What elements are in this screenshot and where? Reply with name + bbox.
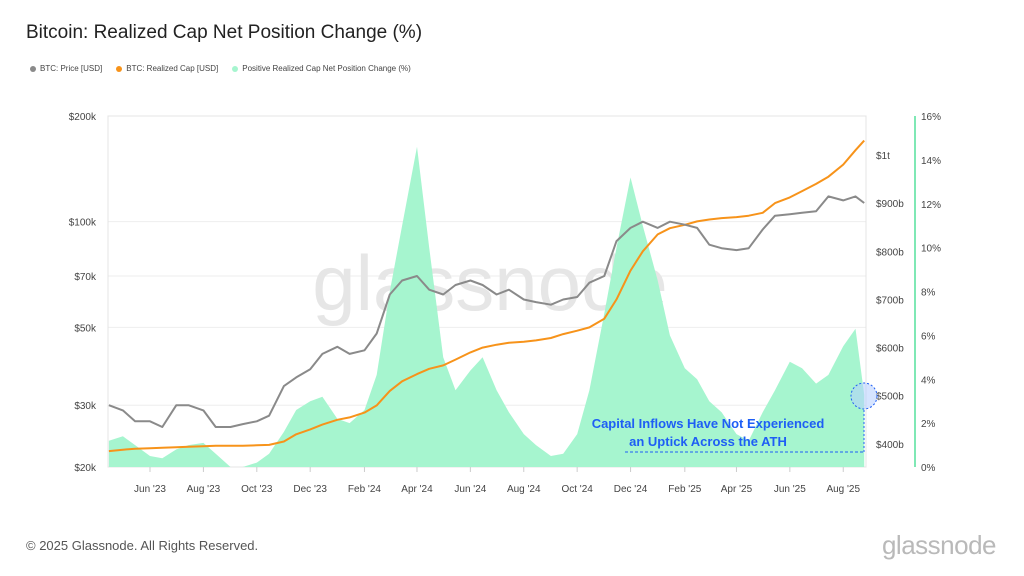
x-tick-label: Apr '24 bbox=[401, 484, 433, 495]
x-tick-label: Dec '24 bbox=[614, 484, 648, 495]
y-right-tick-label: 6% bbox=[921, 331, 936, 342]
y-right-tick-label: 4% bbox=[921, 375, 936, 386]
x-tick-label: Aug '23 bbox=[187, 484, 221, 495]
y-left-tick-label: $200k bbox=[69, 112, 97, 123]
pct-dot-icon bbox=[232, 65, 239, 72]
y-left-tick-label: $20k bbox=[74, 463, 97, 474]
realized-cap-line bbox=[108, 139, 865, 453]
x-tick-label: Feb '24 bbox=[348, 484, 381, 495]
y-right-tick-label: 10% bbox=[921, 244, 941, 255]
legend-item-price[interactable]: BTC: Price [USD] bbox=[30, 64, 102, 73]
y-right-tick-label: 2% bbox=[921, 419, 936, 430]
legend-label: BTC: Price [USD] bbox=[40, 64, 103, 73]
y-left-tick-label: $50k bbox=[74, 323, 97, 334]
annotation-line-2: an Uptick Across the ATH bbox=[629, 434, 787, 449]
y-mid-tick-label: $900b bbox=[876, 199, 904, 210]
x-tick-label: Jun '24 bbox=[454, 484, 486, 495]
glassnode-logo: glassnode bbox=[881, 530, 997, 560]
legend-label: BTC: Realized Cap [USD] bbox=[126, 64, 219, 73]
x-tick-label: Oct '23 bbox=[241, 484, 273, 495]
price-line bbox=[108, 195, 865, 428]
y-mid-tick-label: $800b bbox=[876, 247, 904, 258]
y-right-tick-label: 16% bbox=[921, 112, 941, 123]
price-dot-icon bbox=[30, 65, 36, 72]
realized-cap-dot-icon bbox=[116, 65, 123, 72]
y-right-tick-label: 12% bbox=[921, 200, 941, 211]
x-tick-label: Aug '25 bbox=[826, 484, 860, 495]
y-left-tick-label: $100k bbox=[69, 218, 97, 229]
y-mid-tick-label: $1t bbox=[876, 151, 890, 162]
y-mid-tick-label: $700b bbox=[876, 295, 904, 306]
chart-title: Bitcoin: Realized Cap Net Position Chang… bbox=[26, 22, 423, 43]
y-mid-tick-label: $600b bbox=[876, 344, 904, 355]
x-tick-label: Apr '25 bbox=[721, 484, 753, 495]
pct-area bbox=[108, 146, 865, 467]
legend-item-pct[interactable]: Positive Realized Cap Net Position Chang… bbox=[232, 64, 411, 73]
x-tick-label: Feb '25 bbox=[668, 484, 701, 495]
annotation-line-1: Capital Inflows Have Not Experienced bbox=[592, 416, 825, 431]
x-tick-label: Jun '25 bbox=[774, 484, 806, 495]
x-tick-label: Oct '24 bbox=[561, 484, 593, 495]
y-mid-tick-label: $400b bbox=[876, 440, 904, 451]
legend-item-realized-cap[interactable]: BTC: Realized Cap [USD] bbox=[116, 64, 218, 73]
y-right-tick-label: 0% bbox=[921, 463, 936, 474]
legend: BTC: Price [USD] BTC: Realized Cap [USD]… bbox=[30, 64, 411, 73]
copyright: © 2025 Glassnode. All Rights Reserved. bbox=[26, 538, 259, 553]
y-left-tick-label: $70k bbox=[74, 272, 97, 283]
x-tick-label: Dec '23 bbox=[293, 484, 327, 495]
y-left-tick-label: $30k bbox=[74, 401, 97, 412]
legend-label: Positive Realized Cap Net Position Chang… bbox=[242, 64, 411, 73]
y-right-tick-label: 8% bbox=[921, 288, 936, 299]
x-tick-label: Aug '24 bbox=[507, 484, 541, 495]
x-tick-label: Jun '23 bbox=[134, 484, 166, 495]
annotation-circle bbox=[850, 382, 878, 410]
y-mid-tick-label: $500b bbox=[876, 392, 904, 403]
y-right-tick-label: 14% bbox=[921, 156, 941, 167]
